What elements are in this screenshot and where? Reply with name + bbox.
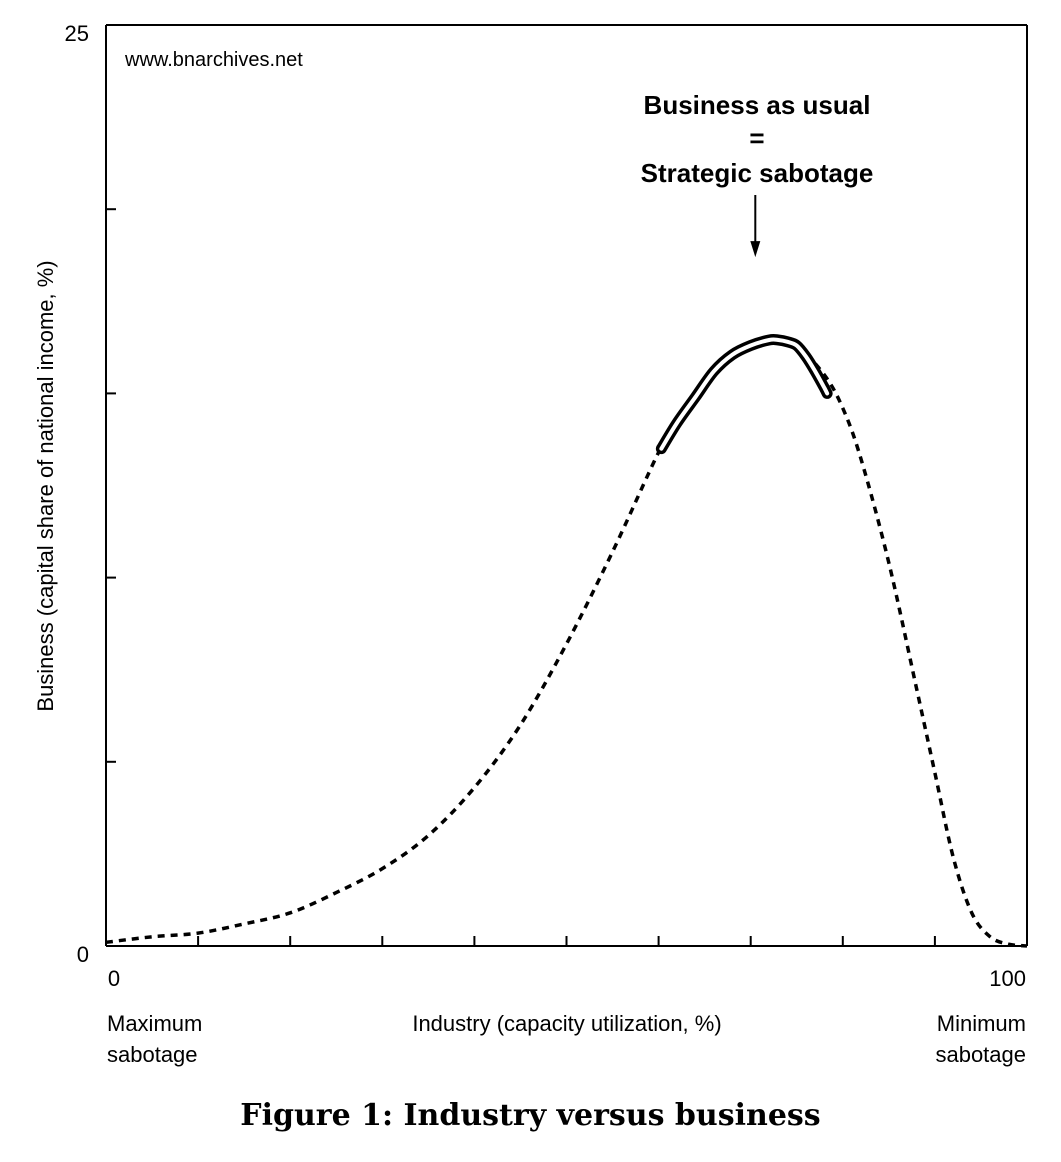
y-tick-label-25: 25 (65, 21, 89, 46)
series-dashed-curve (105, 338, 1028, 948)
plot-frame (105, 24, 1028, 947)
series-group (105, 333, 1028, 948)
annotation-line-2: = (749, 123, 764, 153)
x-tick-label-0: 0 (108, 966, 120, 991)
annotation-arrow-head (750, 241, 761, 258)
series-highlight-curve-inner (659, 337, 830, 451)
x-axis-title: Industry (capacity utilization, %) (412, 1011, 721, 1036)
annotation-line-1: Business as usual (644, 90, 871, 120)
watermark-text: www.bnarchives.net (124, 49, 303, 71)
x-tick-label-100: 100 (989, 966, 1026, 991)
figure-caption: Figure 1: Industry versus business (240, 1098, 821, 1133)
y-axis-title: Business (capital share of national inco… (33, 260, 58, 711)
x-end-label-right-line2: sabotage (935, 1042, 1026, 1067)
y-tick-label-0: 0 (77, 942, 89, 967)
x-axis-ticks (105, 936, 1028, 946)
x-end-label-left-line1: Maximum (107, 1011, 202, 1036)
series-highlight-curve-outer (655, 333, 833, 455)
chart-svg: www.bnarchives.net 0 25 0 100 Industry (… (33, 21, 1028, 1067)
annotation-line-3: Strategic sabotage (641, 158, 874, 188)
annotation: Business as usual = Strategic sabotage (641, 90, 874, 258)
x-end-label-right-line1: Minimum (937, 1011, 1026, 1036)
x-end-label-left-line2: sabotage (107, 1042, 198, 1067)
y-axis-ticks (106, 24, 116, 947)
